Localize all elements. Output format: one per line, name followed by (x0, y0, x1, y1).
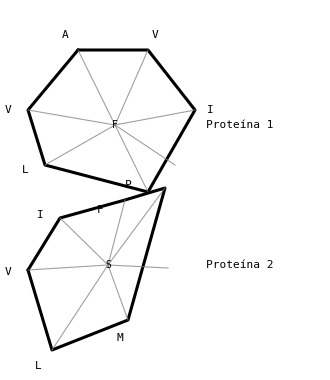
Text: P: P (125, 180, 131, 190)
Text: I: I (37, 210, 43, 220)
Text: L: L (35, 361, 41, 371)
Text: L: L (22, 165, 28, 175)
Text: F: F (97, 205, 103, 215)
Text: I: I (207, 105, 214, 115)
Text: S: S (105, 260, 111, 270)
Text: A: A (62, 30, 68, 40)
Text: F: F (112, 120, 118, 130)
Text: Proteína 1: Proteína 1 (206, 120, 274, 130)
Text: V: V (5, 105, 11, 115)
Text: M: M (116, 333, 123, 343)
Text: Proteína 2: Proteína 2 (206, 260, 274, 270)
Text: V: V (151, 30, 158, 40)
Text: V: V (5, 267, 11, 277)
